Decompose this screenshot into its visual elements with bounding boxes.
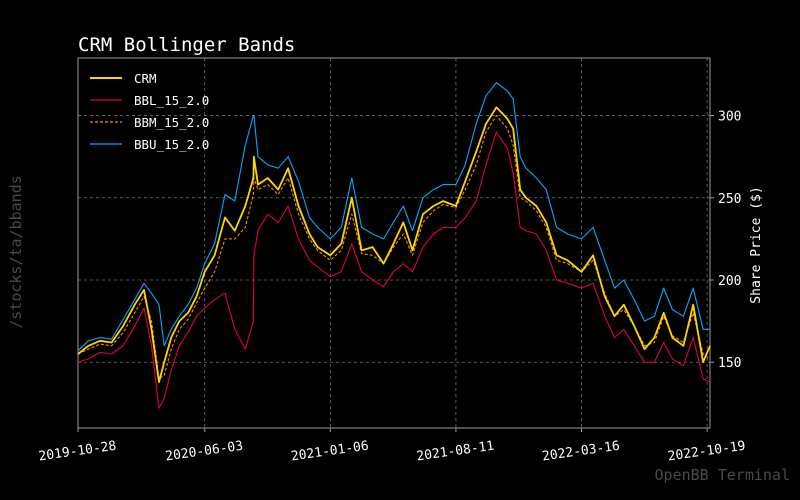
y-tick-label: 150 (718, 356, 741, 371)
y-tick-label: 200 (718, 274, 741, 289)
series-line-crm (77, 106, 711, 383)
series-line-bbl-15-2-0 (77, 131, 711, 409)
y-tick-label: 300 (718, 110, 741, 125)
x-tick-label: 2021-08-11 (416, 439, 496, 465)
series-line-bbm-15-2-0 (77, 115, 711, 380)
axis-ticks: 2019-10-28 2020-06-03 2021-01-06 2021-08-11… (38, 110, 747, 465)
legend: CRM BBL_15_2.0 BBM_15_2.0 BBU_15_2.0 (90, 71, 209, 152)
legend-label: CRM (134, 71, 157, 86)
x-tick-label: 2019-10-28 (38, 439, 118, 465)
legend-label: BBM_15_2.0 (134, 115, 209, 130)
plot-frame (77, 57, 711, 429)
series-layer (77, 82, 711, 409)
x-tick-label: 2022-03-16 (541, 439, 621, 465)
x-tick-label: 2021-01-06 (290, 439, 370, 465)
chart-title: CRM Bollinger Bands (78, 34, 295, 56)
y-axis-label: Share Price ($) (749, 186, 764, 303)
side-command-label: /stocks/ta/bbands (7, 175, 25, 329)
legend-label: BBL_15_2.0 (134, 93, 209, 108)
legend-label: BBU_15_2.0 (134, 137, 209, 152)
x-tick-label: 2022-10-19 (667, 439, 747, 465)
y-tick-label: 250 (718, 192, 741, 207)
watermark: OpenBB Terminal (655, 466, 790, 484)
series-line-bbu-15-2-0 (77, 82, 710, 352)
x-tick-label: 2020-06-03 (164, 439, 244, 465)
